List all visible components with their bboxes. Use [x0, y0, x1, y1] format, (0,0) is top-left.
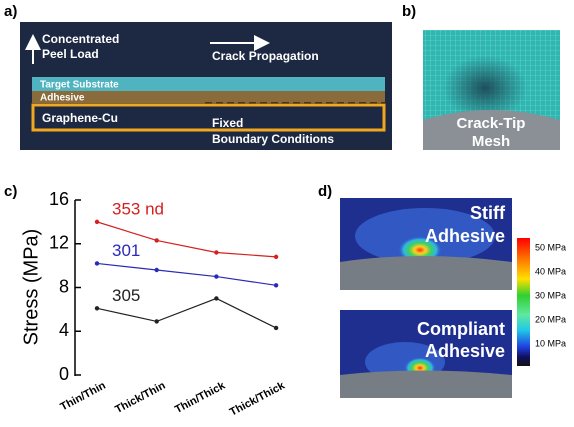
data-point [95, 261, 99, 265]
schematic: Concentrated Peel Load Crack Propagation… [20, 22, 392, 150]
stiff-label: Adhesive [425, 226, 505, 246]
stiff-label: Stiff [470, 203, 506, 223]
data-point [214, 274, 218, 278]
mesh-image: Crack-Tip Mesh [423, 30, 560, 150]
data-point [214, 250, 218, 254]
series-line [97, 263, 276, 285]
base-label: Graphene-Cu [42, 111, 118, 125]
simulation-images: Stiff Adhesive Compliant Adhesive 50 MPa… [340, 198, 566, 398]
data-point [95, 220, 99, 224]
colorbar-label: 30 MPa [535, 290, 566, 300]
x-tick-label: Thick/Thin [113, 379, 167, 416]
colorbar-label: 40 MPa [535, 266, 566, 276]
mesh-label: Crack-Tip [457, 115, 526, 132]
y-tick-label: 16 [49, 189, 69, 209]
y-tick-label: 4 [59, 320, 69, 340]
data-point [95, 306, 99, 310]
x-tick-label: Thick/Thick [228, 379, 288, 418]
y-tick-label: 12 [49, 233, 69, 253]
boundary-label: Fixed [212, 116, 243, 130]
figure: a) b) c) d) Concentrated Peel Load Crack… [0, 0, 574, 427]
y-tick-label: 8 [59, 276, 69, 296]
x-tick-label: Thin/Thin [58, 379, 108, 413]
data-point [214, 296, 218, 300]
panel-label: a) [4, 3, 17, 20]
series-label: 353 nd [112, 199, 164, 218]
data-point [274, 326, 278, 330]
load-label: Concentrated [42, 32, 119, 46]
colorbar-label: 10 MPa [535, 338, 566, 348]
crack-label: Crack Propagation [212, 49, 319, 63]
compliant-label: Compliant [417, 319, 505, 339]
panel-label: d) [318, 183, 332, 200]
data-point [274, 283, 278, 287]
mesh-label: Mesh [472, 133, 510, 150]
substrate-label: Target Substrate [40, 80, 119, 91]
data-point [155, 238, 159, 242]
panel-label: c) [4, 183, 17, 200]
data-point [155, 268, 159, 272]
colorbar-label: 50 MPa [535, 242, 566, 252]
series-label: 301 [112, 241, 140, 260]
load-label: Peel Load [42, 47, 99, 61]
data-point [274, 255, 278, 259]
boundary-label: Boundary Conditions [212, 132, 334, 146]
data-point [155, 319, 159, 323]
panel-label: b) [402, 3, 416, 20]
y-axis-label: Stress (MPa) [20, 229, 42, 346]
x-tick-label: Thin/Thick [173, 379, 228, 416]
adhesive-label: Adhesive [40, 93, 85, 104]
series-label: 305 [112, 286, 140, 305]
compliant-label: Adhesive [425, 341, 505, 361]
colorbar-label: 20 MPa [535, 314, 566, 324]
y-tick-label: 0 [59, 364, 69, 384]
